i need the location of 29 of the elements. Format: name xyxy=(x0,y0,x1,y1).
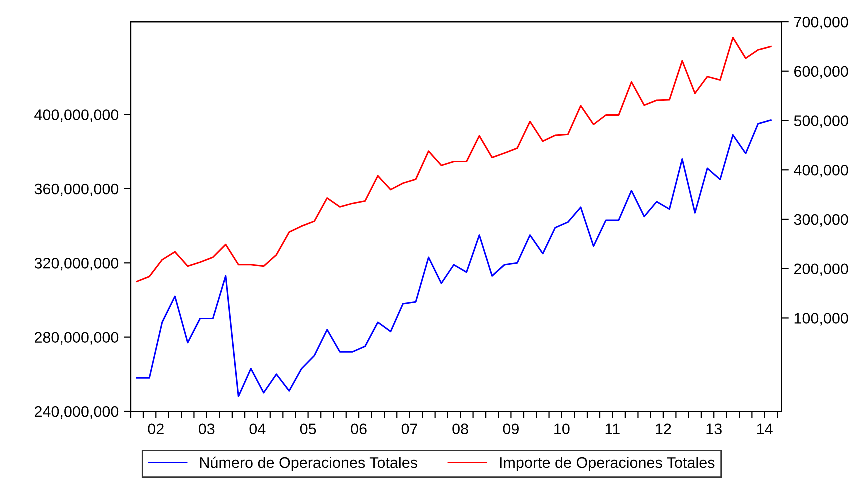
legend-label: Importe de Operaciones Totales xyxy=(500,457,715,472)
x-tick-label: 03 xyxy=(198,424,215,435)
y-tick-label: 400,000,000 xyxy=(34,110,119,122)
y-tick-label: 360,000,000 xyxy=(34,184,119,196)
x-tick-label: 13 xyxy=(706,424,722,435)
y2-tick-label: 200,000 xyxy=(794,264,848,276)
y2-tick-label: 600,000 xyxy=(794,66,848,79)
x-tick-label: 09 xyxy=(503,424,519,435)
x-tick-label: 07 xyxy=(402,424,418,435)
x-tick-label: 04 xyxy=(250,424,266,435)
legend-label: Número de Operaciones Totales xyxy=(200,456,418,472)
x-tick-label: 06 xyxy=(351,424,367,435)
x-tick-label: 14 xyxy=(757,424,773,434)
y-tick-label: 320,000,000 xyxy=(34,258,119,271)
x-tick-label: 05 xyxy=(300,424,316,435)
line-series xyxy=(136,37,772,282)
x-tick-label: 02 xyxy=(148,424,164,435)
y2-tick-label: 300,000 xyxy=(794,214,848,227)
line-series xyxy=(136,120,772,398)
y2-tick-label: 400,000 xyxy=(794,164,848,178)
y-tick-label: 280,000,000 xyxy=(34,332,119,345)
x-tick-label: 11 xyxy=(606,424,620,434)
y-tick-label: 240,000,000 xyxy=(34,406,119,420)
y2-tick-label: 100,000 xyxy=(794,313,848,326)
x-tick-label: 08 xyxy=(452,424,468,435)
x-tick-label: 12 xyxy=(656,424,672,434)
y2-tick-label: 500,000 xyxy=(794,116,848,128)
x-tick-label: 10 xyxy=(554,424,570,435)
y2-tick-label: 700,000 xyxy=(794,16,848,30)
